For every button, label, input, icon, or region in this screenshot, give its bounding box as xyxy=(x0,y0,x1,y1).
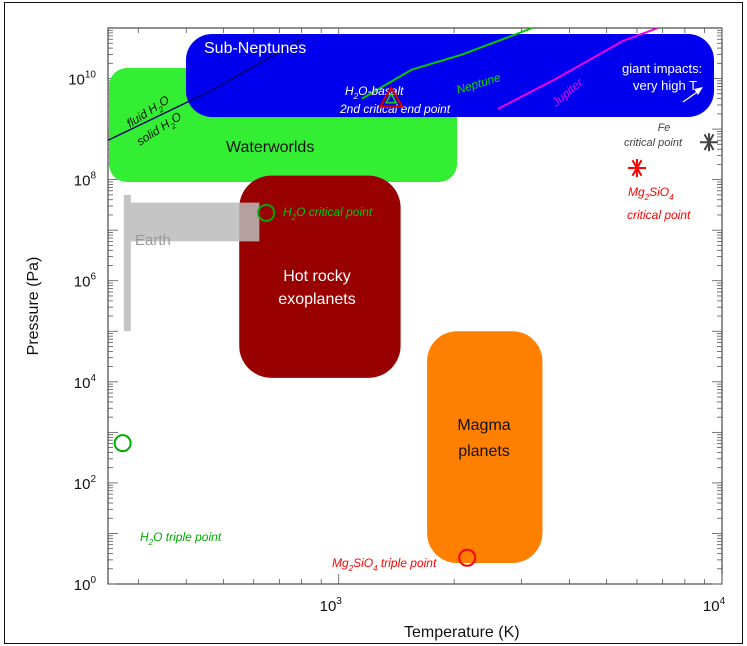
mgc-sio: SiO xyxy=(649,185,669,199)
region-hot-rocky-exoplanets xyxy=(239,175,401,378)
region-magma-planets xyxy=(427,331,543,564)
label-giant-impacts-2: very high T xyxy=(633,78,697,93)
mgt-rest: triple point xyxy=(378,556,437,570)
region-earth xyxy=(123,194,260,332)
label-giant-impacts-1: giant impacts: xyxy=(622,61,702,76)
h2oc-sub: 2 xyxy=(291,213,297,222)
x-axis-label: Temperature (K) xyxy=(404,624,520,641)
marker-mg2sio4-triple-point xyxy=(458,548,477,567)
y-axis-label: Pressure (Pa) xyxy=(25,257,42,356)
y-tick-label: 1010 xyxy=(68,70,96,89)
label-sub-neptunes: Sub-Neptunes xyxy=(204,40,306,57)
axis-ticks: 100 102 104 106 108 1010 103 104 xyxy=(68,28,726,615)
h2ot-h: H xyxy=(140,530,149,544)
y-tick-label: 100 xyxy=(74,575,97,594)
solid-sub: 2 xyxy=(168,121,178,132)
curve-fluid-solid-h2o xyxy=(107,38,302,141)
label-fe: Fe xyxy=(658,122,671,134)
h2ot-sub: 2 xyxy=(148,538,154,547)
y-tick-label: 104 xyxy=(74,373,97,392)
h2oc-h: H xyxy=(283,205,292,219)
label-2nd-critical-end-point: 2nd critical end point xyxy=(339,102,451,116)
mgt-sub4: 4 xyxy=(373,564,378,573)
mgt-sio: SiO xyxy=(353,556,373,570)
y-tick-label: 106 xyxy=(74,272,97,291)
label-h2o-triple-point: H2O triple point xyxy=(140,530,222,547)
mgc-sub2: 2 xyxy=(644,193,650,202)
giant-impacts-arrowhead xyxy=(694,87,703,95)
label-magma-2: planets xyxy=(458,443,510,460)
mgc-mg: Mg xyxy=(628,185,645,199)
basalt-sub: 2 xyxy=(353,92,359,101)
marker-h2o-triple-point xyxy=(113,434,132,453)
label-h2o-basalt: H2O-basalt xyxy=(345,84,404,101)
marker-fe-critical-point xyxy=(700,133,719,152)
label-magma-1: Magma xyxy=(457,417,510,434)
mgt-mg: Mg xyxy=(332,556,349,570)
h2oc-rest: O critical point xyxy=(296,205,373,219)
mgt-sub2: 2 xyxy=(348,564,354,573)
plot-area xyxy=(107,27,723,585)
label-waterworlds: Waterworlds xyxy=(226,139,314,156)
label-mg2sio4-critical-point: critical point xyxy=(627,208,691,222)
y-tick-label: 102 xyxy=(74,474,97,493)
label-h2o-critical-point: H2O critical point xyxy=(283,205,373,222)
label-fe-critical-point: critical point xyxy=(624,137,683,149)
label-hot-rocky-1: Hot rocky xyxy=(283,268,351,285)
mgc-sub4: 4 xyxy=(669,193,674,202)
h2ot-rest: O triple point xyxy=(153,530,222,544)
curve-neptune xyxy=(361,27,533,100)
marker-h2o-basalt-2nd-critical-end-point xyxy=(378,85,405,108)
point-markers xyxy=(113,85,719,567)
x-tick-label: 104 xyxy=(703,596,726,615)
marker-h2o-critical-point xyxy=(257,203,276,222)
region-sub-neptunes xyxy=(186,34,714,117)
label-mg2sio4-triple-point: Mg2SiO4 triple point xyxy=(332,556,437,573)
label-earth: Earth xyxy=(135,232,171,249)
label-mg2sio4-crit: Mg2SiO4 xyxy=(628,185,674,202)
basalt-o: O-basalt xyxy=(358,84,404,98)
y-tick-label: 108 xyxy=(74,171,97,190)
basalt-h: H xyxy=(345,84,354,98)
x-tick-label: 103 xyxy=(320,596,343,615)
fluid-sub: 2 xyxy=(156,104,166,115)
marker-mg2sio4-critical-point xyxy=(627,158,646,177)
curve-jupiter xyxy=(497,27,659,110)
label-hot-rocky-2: exoplanets xyxy=(278,291,355,308)
